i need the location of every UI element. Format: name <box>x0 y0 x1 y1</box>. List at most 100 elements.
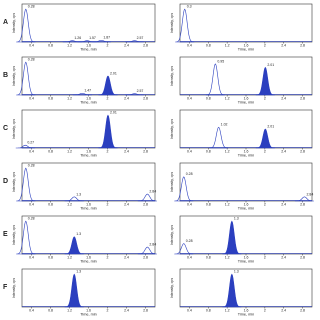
x-tick-label: 1.2 <box>67 149 72 153</box>
x-tick-label: 2.4 <box>124 149 129 153</box>
x-tick-label: 2 <box>107 43 109 47</box>
x-tick-label: 2.8 <box>300 202 305 206</box>
plot-frame <box>179 215 313 255</box>
x-tick-label: 2.4 <box>281 96 286 100</box>
x-tick-label: 0.8 <box>48 43 53 47</box>
x-tick-label: 2.4 <box>281 202 286 206</box>
peak-label: 0.28 <box>186 239 193 243</box>
plot-frame <box>179 268 313 308</box>
plot-frame <box>21 162 156 202</box>
plot-frame <box>21 268 156 308</box>
peak-label: 0.27 <box>27 141 34 145</box>
x-tick-label: 0.8 <box>48 149 53 153</box>
x-tick-label: 2.8 <box>300 43 305 47</box>
peak <box>205 63 225 96</box>
x-tick-label: 0.4 <box>187 43 192 47</box>
y-axis-label: Intensity, cps <box>170 66 174 86</box>
y-axis-label: Intensity, cps <box>12 66 16 86</box>
plot-frame <box>21 215 156 255</box>
x-tick-label: 2.8 <box>143 202 148 206</box>
x-tick-label: 1.6 <box>244 149 249 153</box>
x-tick-label: 2 <box>107 255 109 259</box>
plot-frame <box>179 109 313 149</box>
x-tick-label: 1.6 <box>244 255 249 259</box>
x-tick-label: 2.8 <box>300 96 305 100</box>
x-tick-label: 0.4 <box>187 255 192 259</box>
peak-label: 0.3 <box>187 5 192 9</box>
panel-label: C <box>3 125 8 132</box>
x-tick-label: 1.2 <box>225 308 230 312</box>
x-tick-label: 2 <box>264 149 266 153</box>
peak-label: 1.26 <box>74 36 81 40</box>
peak <box>137 193 157 202</box>
peak <box>16 167 36 202</box>
y-axis-label: Intensity, cps <box>12 13 16 33</box>
peak <box>64 196 84 202</box>
peak <box>222 273 242 308</box>
peak <box>125 93 145 96</box>
x-tick-label: 0.4 <box>187 96 192 100</box>
x-tick-label: 0.8 <box>206 43 211 47</box>
y-axis-label: Intensity, cps <box>12 225 16 245</box>
peak <box>72 92 92 96</box>
x-tick-label: 0.8 <box>206 149 211 153</box>
x-tick-label: 0.4 <box>29 202 34 206</box>
x-tick-label: 2 <box>264 43 266 47</box>
x-tick-label: 0.8 <box>206 255 211 259</box>
peak <box>294 196 314 202</box>
y-axis-label: Intensity, cps <box>170 278 174 298</box>
peak-label: 2.01 <box>110 111 117 115</box>
x-tick-label: 2.8 <box>143 308 148 312</box>
peak-label: 1.87 <box>103 36 110 40</box>
x-tick-label: 1.6 <box>86 43 91 47</box>
peak-label: 1.3 <box>234 270 239 274</box>
peak-label: 1.3 <box>76 270 81 274</box>
x-axis-label: Time, min <box>80 48 97 52</box>
x-tick-label: 2 <box>107 308 109 312</box>
peak-label: 2.01 <box>110 71 117 75</box>
peak-label: 0.28 <box>28 5 35 9</box>
x-tick-label: 2.4 <box>281 43 286 47</box>
x-tick-label: 1.2 <box>225 202 230 206</box>
x-tick-label: 2.8 <box>143 43 148 47</box>
peak-label: 2.84 <box>306 192 313 196</box>
peak <box>64 273 84 308</box>
x-tick-label: 2.8 <box>143 149 148 153</box>
x-tick-label: 2.4 <box>124 308 129 312</box>
x-tick-label: 1.6 <box>244 96 249 100</box>
x-tick-label: 0.8 <box>206 96 211 100</box>
x-tick-label: 0.8 <box>206 202 211 206</box>
x-tick-label: 1.2 <box>67 308 72 312</box>
y-axis-label: Intensity, cps <box>170 225 174 245</box>
x-tick-label: 1.2 <box>225 255 230 259</box>
x-tick-label: 2.4 <box>281 255 286 259</box>
peak-label: 2.84 <box>149 190 156 194</box>
x-tick-label: 2.8 <box>300 255 305 259</box>
peak <box>174 176 194 202</box>
peak <box>175 8 195 43</box>
peak-label: 2.57 <box>137 89 144 93</box>
x-tick-label: 2.4 <box>124 202 129 206</box>
peak <box>209 126 229 149</box>
peak <box>15 144 35 149</box>
peak <box>98 75 118 96</box>
y-axis-label: Intensity, cps <box>12 119 16 139</box>
peak-label: 1.02 <box>221 123 228 127</box>
x-tick-label: 0.4 <box>29 96 34 100</box>
x-axis-label: Time, min <box>80 101 97 105</box>
x-axis-label: Time, min <box>80 207 97 211</box>
x-tick-label: 0.4 <box>187 308 192 312</box>
x-axis-label: Time, min <box>238 48 255 52</box>
peak-label: 2.57 <box>137 36 144 40</box>
x-tick-label: 2.4 <box>281 149 286 153</box>
x-tick-label: 2.4 <box>281 308 286 312</box>
x-tick-label: 2 <box>264 255 266 259</box>
peak-label: 2.84 <box>149 243 156 247</box>
x-tick-label: 1.2 <box>67 96 72 100</box>
peak-label: 0.28 <box>28 164 35 168</box>
panel-label: B <box>3 72 8 79</box>
peak-label: 0.28 <box>28 217 35 221</box>
x-tick-label: 0.4 <box>29 255 34 259</box>
peak-label: 2.01 <box>267 124 274 128</box>
